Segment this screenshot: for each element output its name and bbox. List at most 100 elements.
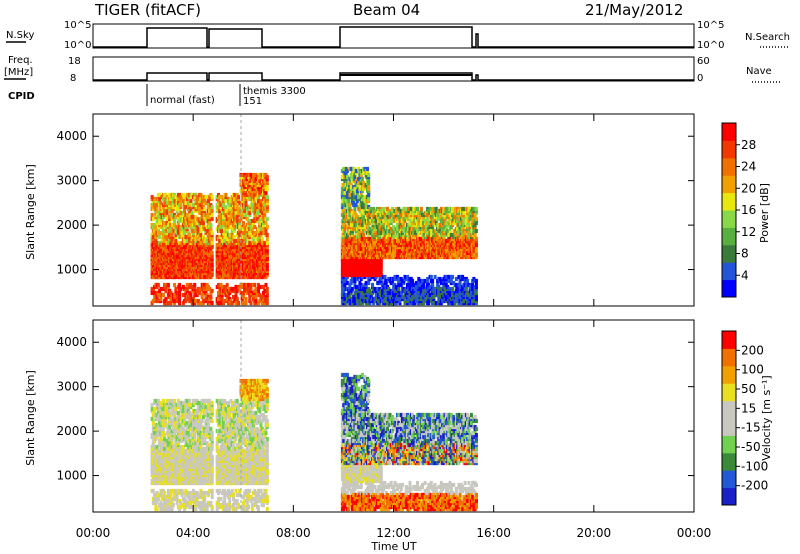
heatmap-cell [210,236,214,242]
freq-tick-bottom: 8 [70,73,76,84]
heatmap-cell [178,282,182,288]
heatmap-cell [178,218,182,224]
beam-title: Beam 04 [353,1,420,19]
heatmap-cell [178,290,182,296]
heatmap-cell [169,290,173,296]
heatmap-cell [431,278,435,284]
heatmap-cell [384,278,388,284]
heatmap-cell [191,214,195,220]
heatmap-cell [264,190,268,196]
heatmap-cell [190,210,194,216]
heatmap-cell [201,298,205,304]
nsky-trace [93,26,694,48]
heatmap-cell [210,288,214,294]
heatmap-cell [265,194,269,200]
heatmap-cell [357,180,361,186]
heatmap-cell [399,290,403,296]
heatmap-cell [174,286,178,292]
heatmap-cell [225,282,229,288]
heatmap-cell [185,238,189,244]
heatmap-cell [349,184,353,190]
heatmap-cell [242,242,245,248]
heatmap-cell [199,300,203,306]
heatmap-cell [396,226,399,232]
heatmap-cell [263,288,267,294]
heatmap-cell [224,286,228,292]
heatmap-cell [259,198,263,204]
heatmap-cell [200,292,204,298]
heatmap-cell [179,210,183,216]
heatmap-cell [237,300,240,306]
heatmap-cell [265,180,269,186]
heatmap-cell [242,220,245,226]
heatmap-cell [210,204,214,210]
freq-panel-frame [92,56,695,82]
heatmap-cell [224,208,228,214]
heatmap-cell [367,184,371,190]
heatmap-cell [209,222,213,228]
heatmap-cell [158,214,162,220]
heatmap-cell [158,292,162,298]
heatmap-cell [421,278,424,284]
heatmap-cell [233,192,237,198]
heatmap-cell [258,284,262,290]
heatmap-cell [371,282,374,288]
heatmap-cell [414,280,418,286]
heatmap-cell [398,296,402,302]
heatmap-cell [171,204,175,210]
heatmap-cell [210,212,214,218]
heatmap-cell [416,228,419,234]
heatmap-cell [345,194,349,200]
heatmap-cell [429,274,433,280]
heatmap-cell [265,248,269,254]
heatmap-cell [422,300,426,306]
heatmap-cell [208,286,212,292]
heatmap-cell [185,212,189,218]
heatmap-cell [229,212,233,218]
heatmap-cell [416,206,419,212]
heatmap-cell [155,218,159,224]
nsky-tick-top: 10^5 [64,20,91,31]
heatmap-cell [406,282,409,288]
heatmap-cell [223,238,227,244]
heatmap-cell [253,282,257,288]
heatmap-cell [170,222,174,228]
heatmap-cell [354,168,358,174]
heatmap-cell [233,234,237,240]
heatmap-cell [352,200,356,206]
heatmap-cell [210,216,214,222]
heatmap-cell [234,284,238,290]
heatmap-cell [377,212,381,218]
heatmap-cell [235,288,239,294]
heatmap-cell [391,206,394,212]
date-title: 21/May/2012 [585,1,683,19]
heatmap-cell [199,240,203,246]
nave-tick-bottom: 0 [697,73,703,84]
heatmap-cell [353,298,357,304]
heatmap-cell [156,282,160,288]
heatmap-cell [220,296,224,302]
heatmap-cell [260,236,264,242]
heatmap-cell [366,166,369,172]
heatmap-cell [397,286,401,292]
heatmap-cell [417,232,421,238]
heatmap-cell [354,222,358,228]
heatmap-cell [391,218,394,224]
freq-label-1: Freq. [8,55,33,66]
heatmap-cell [173,298,177,304]
heatmap-cell [255,210,259,216]
heatmap-cell [210,300,214,306]
heatmap-cell [411,278,414,284]
heatmap-cell [219,228,223,234]
heatmap-cell [196,286,200,292]
heatmap-cell [368,226,372,232]
heatmap-cell [178,296,182,302]
heatmap-cell [158,196,162,202]
heatmap-cell [233,238,237,244]
heatmap-cell [363,224,367,230]
heatmap-cell [158,230,162,236]
heatmap-cell [264,282,268,288]
heatmap-cell [353,206,357,212]
heatmap-cell [347,198,351,204]
heatmap-cell [265,186,269,192]
